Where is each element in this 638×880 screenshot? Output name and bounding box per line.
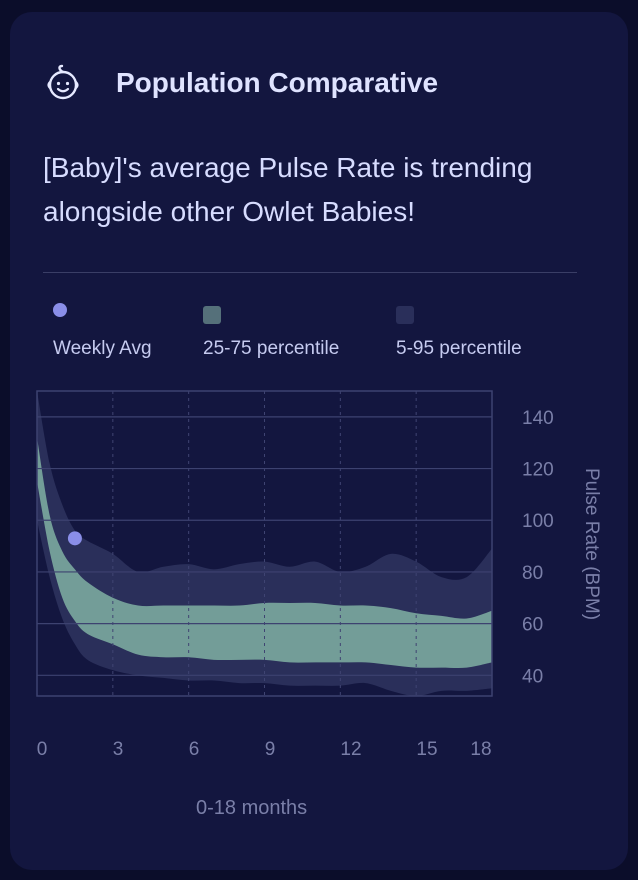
baby-face-icon xyxy=(47,64,79,100)
x-tick-label: 6 xyxy=(189,739,200,760)
plot-border xyxy=(36,390,493,697)
card-title: Population Comparative xyxy=(116,67,439,98)
y-tick-label: 80 xyxy=(522,563,543,584)
card-header: Population Comparative xyxy=(44,64,438,102)
divider xyxy=(43,272,577,273)
legend-label-25-75: 25-75 percentile xyxy=(203,338,340,359)
y-tick-label: 120 xyxy=(522,460,554,481)
legend-label-5-95: 5-95 percentile xyxy=(396,338,522,359)
x-tick-label: 18 xyxy=(470,739,491,760)
legend-swatch-5-95 xyxy=(396,306,414,324)
y-tick-label: 140 xyxy=(522,408,554,429)
weekly-avg-point xyxy=(67,531,82,546)
x-axis-title: 0-18 months xyxy=(196,797,308,819)
y-axis-title: Pulse Rate (BPM) xyxy=(581,468,602,620)
trend-message: [Baby]'s average Pulse Rate is trending … xyxy=(43,152,533,227)
y-tick-label: 60 xyxy=(522,615,543,636)
x-tick-label: 12 xyxy=(340,739,361,760)
x-tick-label: 9 xyxy=(265,739,276,760)
x-tick-label: 0 xyxy=(37,739,48,760)
legend-swatch-25-75 xyxy=(203,306,221,324)
legend-label-weekly-avg: Weekly Avg xyxy=(53,338,152,359)
x-tick-label: 3 xyxy=(113,739,124,760)
y-tick-label: 100 xyxy=(522,511,554,532)
band-25-75-percentile xyxy=(37,437,492,668)
y-tick-label: 40 xyxy=(522,666,543,687)
x-tick-label: 15 xyxy=(416,739,437,760)
legend-swatch-weekly-avg xyxy=(53,303,67,317)
